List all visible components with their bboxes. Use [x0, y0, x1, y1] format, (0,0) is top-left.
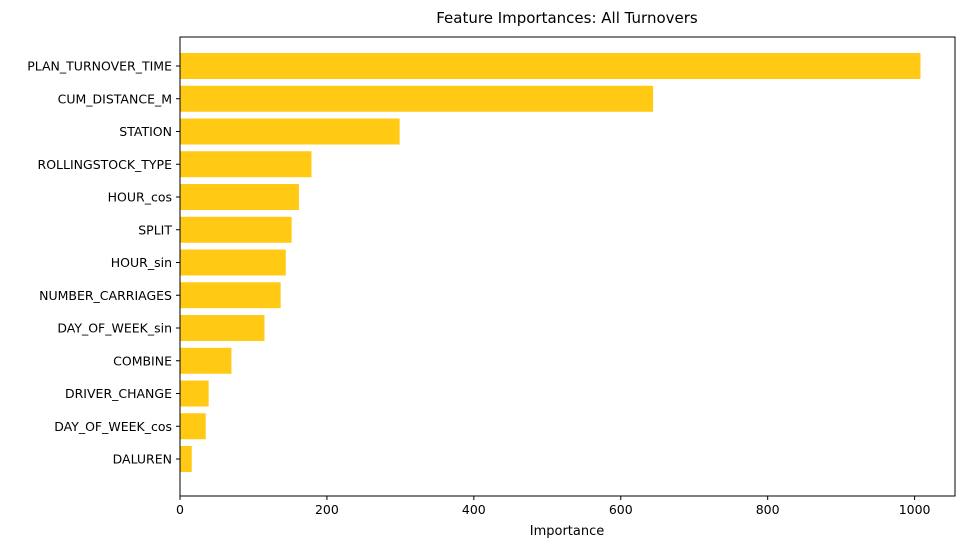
x-axis-label: Importance [530, 524, 605, 539]
y-tick-label: SPLIT [138, 222, 172, 237]
y-tick-label: HOUR_sin [111, 255, 172, 270]
bar-day-of-week-sin [180, 315, 265, 341]
bar-split [180, 216, 292, 243]
bar-rollingstock-type [180, 151, 312, 178]
y-tick-label: DRIVER_CHANGE [65, 386, 172, 401]
x-tick-label: 0 [176, 502, 184, 517]
bar-station [180, 118, 400, 145]
x-tick-label: 1000 [899, 502, 931, 517]
y-tick-label: STATION [119, 124, 172, 139]
y-axis-ticks: PLAN_TURNOVER_TIME CUM_DISTANCE_M STATION R… [27, 59, 180, 467]
bar-daluren [180, 446, 192, 472]
bar-hour-sin [180, 249, 286, 276]
y-tick-label: NUMBER_CARRIAGES [39, 288, 172, 303]
y-tick-label: DAY_OF_WEEK_cos [54, 419, 172, 434]
bar-driver-change [180, 380, 209, 407]
y-tick-label: CUM_DISTANCE_M [58, 91, 172, 106]
y-tick-label: HOUR_cos [108, 190, 172, 205]
y-tick-label: PLAN_TURNOVER_TIME [27, 59, 172, 74]
x-tick-label: 200 [315, 502, 339, 517]
bar-number-carriages [180, 282, 281, 309]
y-tick-label: DALUREN [113, 452, 172, 467]
bar-cum-distance-m [180, 85, 654, 112]
y-tick-label: COMBINE [113, 353, 172, 368]
bars-group [180, 53, 921, 472]
bar-day-of-week-cos [180, 413, 206, 440]
y-tick-label: DAY_OF_WEEK_sin [57, 321, 172, 336]
bar-combine [180, 347, 232, 374]
chart-title: Feature Importances: All Turnovers [436, 9, 698, 27]
x-axis-ticks: 0 200 400 600 800 1000 [176, 496, 931, 517]
bar-hour-cos [180, 184, 300, 210]
x-tick-label: 600 [609, 502, 633, 517]
bar-plan-turnover-time [180, 53, 921, 79]
x-tick-label: 800 [756, 502, 780, 517]
plot-frame [179, 36, 956, 497]
x-tick-label: 400 [462, 502, 486, 517]
y-tick-label: ROLLINGSTOCK_TYPE [38, 157, 173, 172]
